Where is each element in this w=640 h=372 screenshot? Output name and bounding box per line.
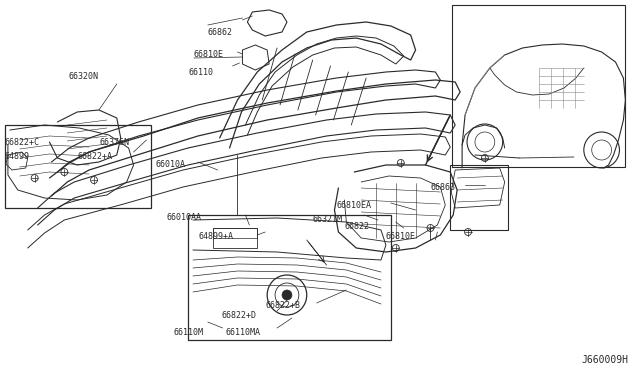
Text: 66810E: 66810E	[194, 50, 224, 59]
Text: 66010A: 66010A	[156, 160, 186, 169]
Bar	[5, 125, 152, 208]
Text: 66110M: 66110M	[173, 328, 203, 337]
Bar	[212, 228, 257, 238]
Text: 66822+C: 66822+C	[5, 138, 40, 147]
Text: 66822+B: 66822+B	[265, 301, 300, 310]
Bar	[452, 5, 625, 167]
Bar	[188, 215, 391, 340]
Text: J660009H: J660009H	[582, 355, 629, 365]
Bar	[212, 228, 257, 248]
Text: 66810E: 66810E	[386, 232, 416, 241]
Bar	[450, 165, 508, 230]
Circle shape	[282, 290, 292, 300]
Text: 66822+A: 66822+A	[77, 152, 112, 161]
Text: 66320N: 66320N	[68, 72, 99, 81]
Text: 66321M: 66321M	[313, 215, 342, 224]
Text: 66110: 66110	[188, 68, 213, 77]
Text: 64899: 64899	[5, 152, 30, 161]
Text: 64899+A: 64899+A	[199, 232, 234, 241]
Text: 66010AA: 66010AA	[166, 213, 201, 222]
Text: 66863: 66863	[431, 183, 456, 192]
Text: 66822+D: 66822+D	[221, 311, 257, 320]
Text: 66110MA: 66110MA	[226, 328, 260, 337]
Text: 66376N: 66376N	[100, 138, 130, 147]
Text: 66822: 66822	[344, 222, 369, 231]
Text: 66810EA: 66810EA	[337, 201, 371, 210]
Text: 66862: 66862	[208, 28, 233, 37]
